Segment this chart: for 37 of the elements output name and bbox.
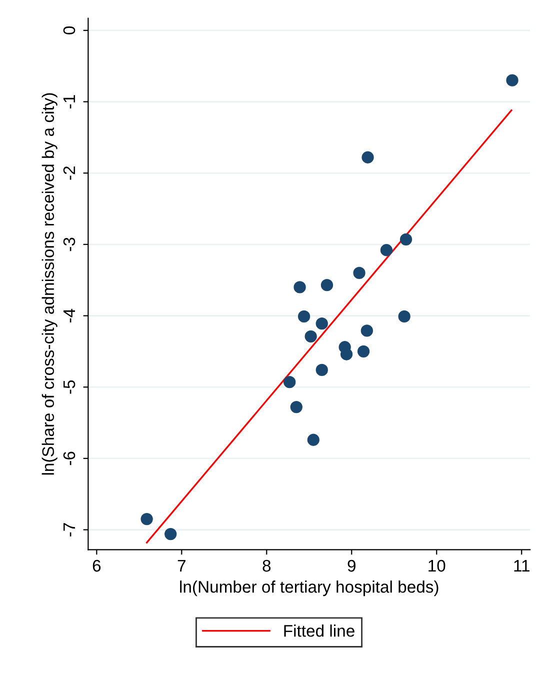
point — [316, 364, 328, 376]
x-tick-label: 9 — [348, 560, 356, 572]
point — [304, 330, 317, 343]
point — [290, 400, 302, 414]
point — [400, 233, 412, 246]
x-tick-label: 8 — [262, 560, 271, 572]
point — [294, 281, 306, 294]
point — [340, 348, 353, 360]
point — [362, 151, 374, 164]
point — [380, 244, 393, 256]
y-tick-label: -4 — [64, 308, 75, 322]
point — [140, 512, 153, 526]
point — [320, 278, 334, 292]
y-tick-label: -5 — [64, 380, 76, 394]
x-tick-label: 10 — [428, 560, 446, 572]
point — [298, 310, 310, 323]
y-tick-label: -2 — [63, 166, 75, 180]
x-tick-label: 7 — [178, 560, 186, 572]
x-axis-title: ln(Number of tertiary hospital beds) — [180, 580, 438, 596]
point — [164, 528, 177, 540]
point — [506, 74, 518, 86]
x-tick-label: 11 — [514, 560, 530, 572]
point — [398, 310, 410, 323]
point — [360, 324, 373, 337]
y-axis-title: ln(Share of cross-city admissions received by a city) — [42, 93, 58, 475]
point — [307, 434, 320, 446]
y-tick-label: 0 — [63, 26, 76, 34]
y-tick-label: -3 — [63, 238, 76, 252]
y-tick-label: -6 — [63, 452, 76, 466]
point — [357, 345, 370, 358]
point — [353, 266, 366, 280]
point — [316, 318, 328, 330]
y-tick-label: -1 — [64, 95, 75, 108]
y-tick-label: -7 — [64, 523, 75, 536]
x-tick-label: 6 — [92, 560, 101, 572]
legend-label: Fitted line — [284, 624, 354, 637]
point — [284, 376, 296, 388]
